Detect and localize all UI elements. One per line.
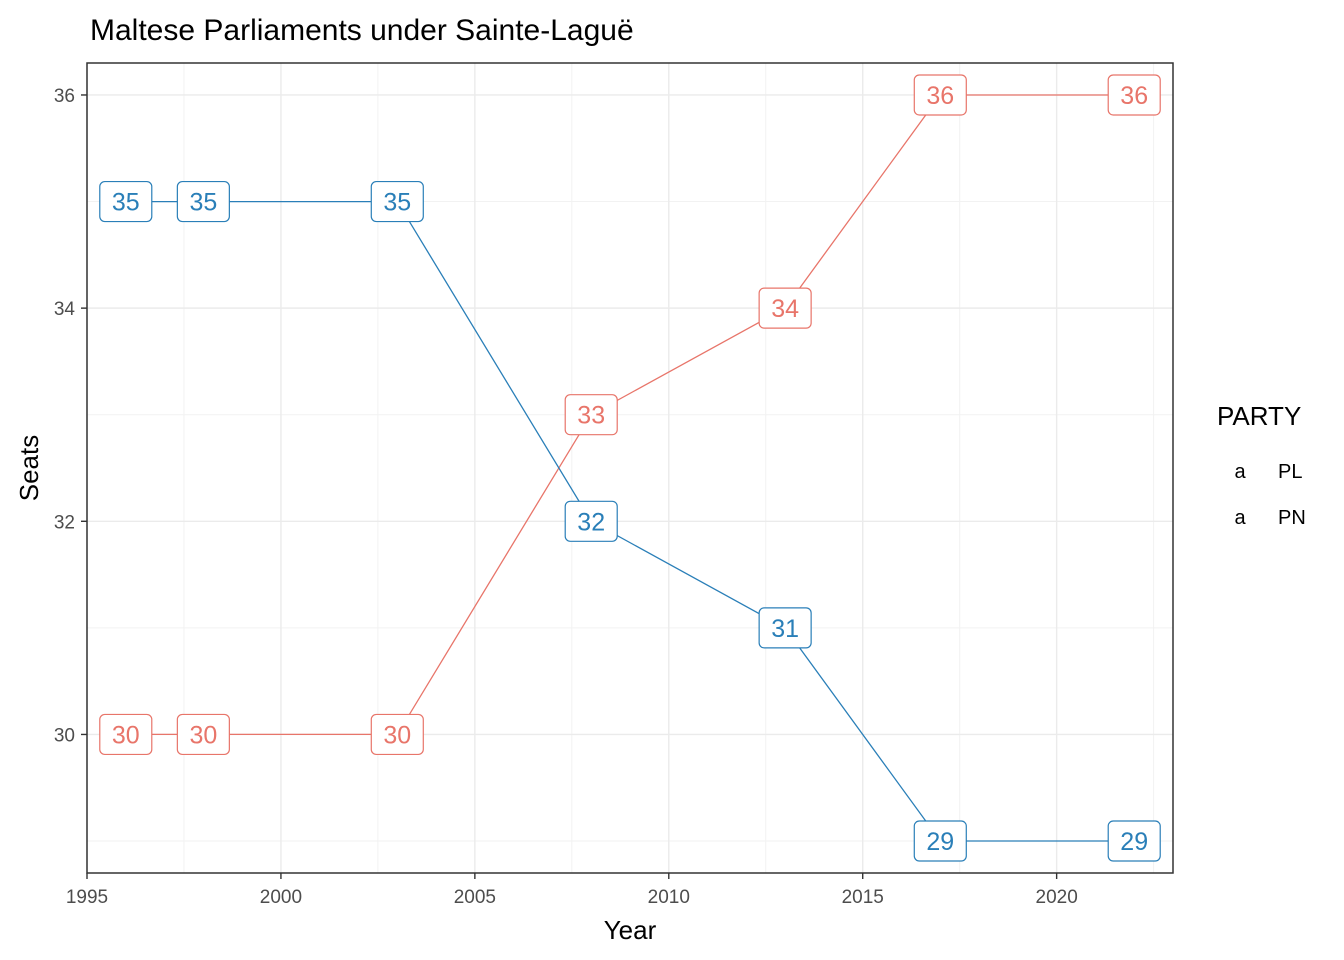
- point-labels: 30 30 30 33 34 36 36 35 35 35 32 31 29 29: [99, 74, 1161, 862]
- data-label-pn: 29: [1107, 820, 1161, 862]
- data-label-pl: 34: [758, 287, 812, 329]
- plot-border: [86, 62, 1174, 874]
- x-tick-label: 2000: [260, 887, 302, 908]
- data-label-text: 29: [926, 828, 954, 856]
- legend-items: a PL a PN: [1234, 461, 1305, 529]
- data-label-pl: 33: [564, 394, 618, 436]
- data-label-box: [176, 713, 230, 756]
- y-axis: 30 32 34 36: [54, 86, 87, 746]
- data-label-pn: 35: [99, 180, 153, 223]
- data-label-box: [564, 394, 618, 436]
- data-label-text: 35: [383, 189, 411, 217]
- data-label-pn: 29: [913, 820, 967, 862]
- data-label-pl: 36: [1107, 74, 1161, 116]
- data-label-pl: 30: [99, 713, 153, 756]
- y-tick-label: 36: [54, 86, 75, 107]
- x-tick-label: 2020: [1036, 887, 1078, 908]
- legend-label-pn: PN: [1278, 507, 1306, 529]
- data-label-text: 35: [189, 189, 217, 217]
- x-tick-label: 2005: [454, 887, 496, 908]
- data-label-pn: 35: [370, 180, 424, 223]
- data-label-box: [758, 287, 812, 329]
- data-label-pl: 36: [913, 74, 967, 116]
- data-label-box: [176, 180, 230, 223]
- x-tick-label: 1995: [66, 887, 108, 908]
- data-label-text: 30: [112, 721, 140, 749]
- legend-key-pn: a: [1234, 507, 1246, 529]
- data-label-box: [370, 713, 424, 756]
- data-label-pn: 35: [176, 180, 230, 223]
- data-label-box: [1107, 74, 1161, 116]
- data-label-text: 33: [577, 402, 605, 430]
- data-label-text: 36: [926, 82, 954, 110]
- data-label-box: [370, 180, 424, 223]
- data-label-box: [913, 74, 967, 116]
- data-label-box: [758, 607, 812, 649]
- x-axis: 1995 2000 2005 2010 2015 2020: [66, 873, 1078, 908]
- data-label-pn: 32: [564, 500, 618, 542]
- data-label-box: [1107, 820, 1161, 862]
- legend-label-pl: PL: [1278, 461, 1302, 483]
- chart-title: Maltese Parliaments under Sainte-Laguë: [90, 14, 634, 47]
- x-tick-label: 2015: [842, 887, 884, 908]
- legend: PARTY a PL a PN: [1217, 401, 1306, 529]
- x-tick-label: 2010: [648, 887, 690, 908]
- data-label-text: 32: [577, 508, 605, 536]
- legend-title: PARTY: [1217, 401, 1301, 431]
- data-label-pn: 31: [758, 607, 812, 649]
- plot-panel: [87, 63, 1173, 873]
- x-axis-title: Year: [604, 915, 657, 945]
- data-label-box: [564, 500, 618, 542]
- data-label-box: [99, 713, 153, 756]
- data-label-pl: 30: [370, 713, 424, 756]
- data-label-text: 31: [771, 615, 799, 643]
- y-tick-label: 32: [54, 512, 75, 533]
- data-label-text: 29: [1120, 828, 1148, 856]
- data-label-box: [99, 180, 153, 223]
- data-label-text: 30: [189, 721, 217, 749]
- data-label-text: 35: [112, 189, 140, 217]
- data-label-text: 30: [383, 721, 411, 749]
- legend-key-pl: a: [1234, 461, 1246, 483]
- y-axis-title: Seats: [14, 435, 44, 502]
- y-tick-label: 30: [54, 725, 75, 746]
- data-label-text: 34: [771, 295, 799, 323]
- data-label-pl: 30: [176, 713, 230, 756]
- y-tick-label: 34: [54, 299, 76, 320]
- data-label-text: 36: [1120, 82, 1148, 110]
- data-label-box: [913, 820, 967, 862]
